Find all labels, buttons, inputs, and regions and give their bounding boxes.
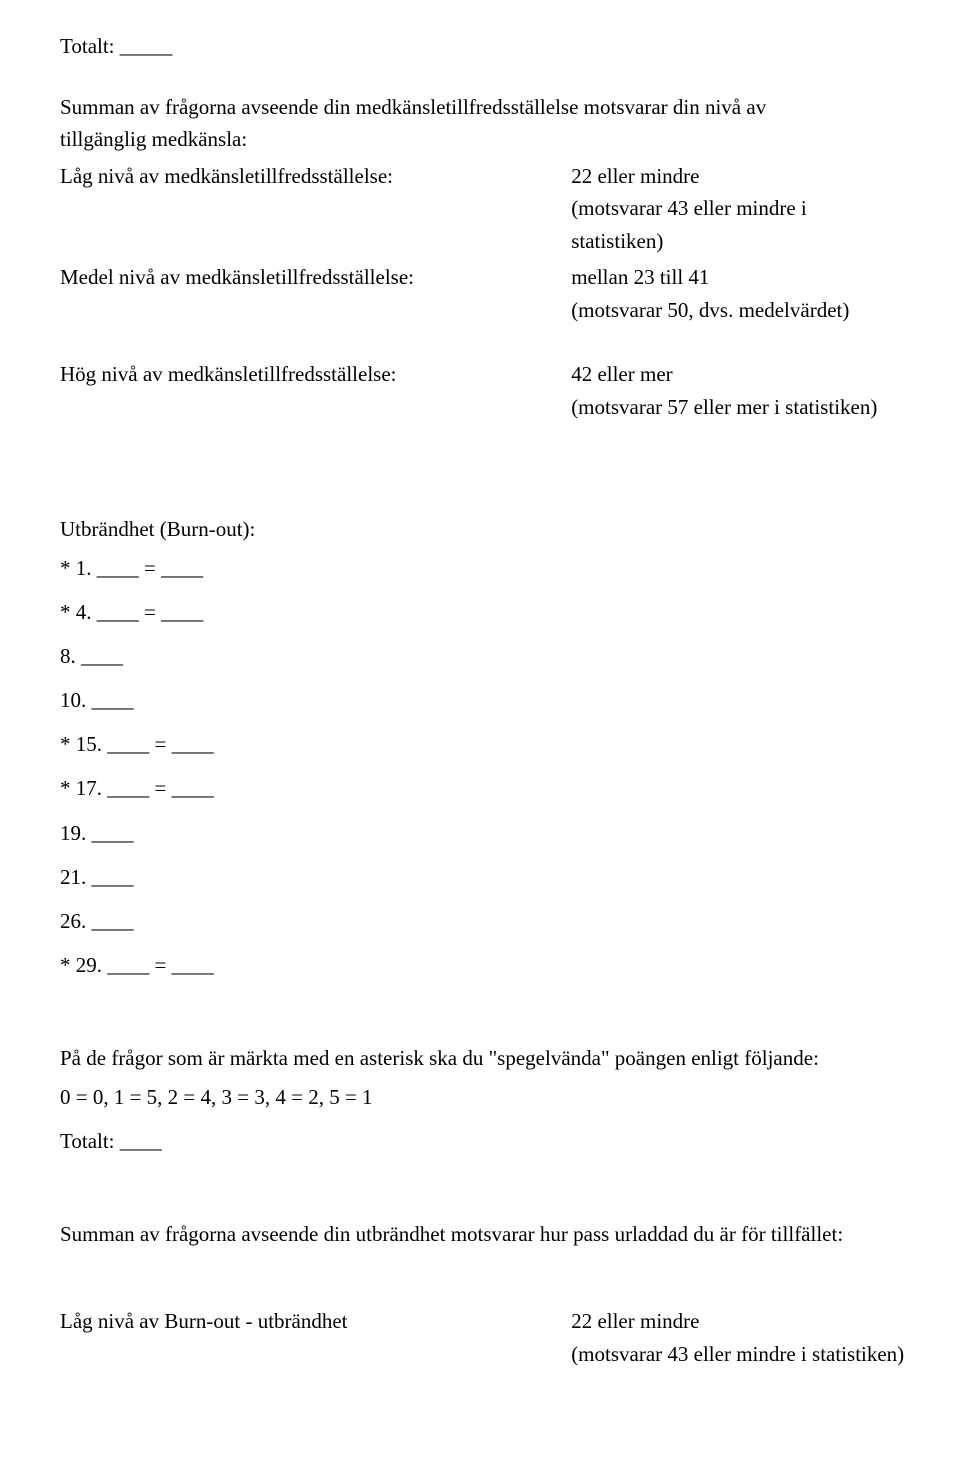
level-medium-label: Medel nivå av medkänsletillfredsställels… (60, 261, 571, 294)
level-medium-value-1: mellan 23 till 41 (571, 261, 960, 294)
level-medium-value: mellan 23 till 41 (motsvarar 50, dvs. me… (571, 261, 960, 326)
burnout-item: 8. ____ (60, 634, 960, 678)
level-low-value-1: 22 eller mindre (571, 160, 960, 193)
level-low-value-3: statistiken) (571, 225, 960, 258)
level-high-value-2: (motsvarar 57 eller mer i statistiken) (571, 391, 960, 424)
level-high-value: 42 eller mer (motsvarar 57 eller mer i s… (571, 358, 960, 423)
burnout-low-value: 22 eller mindre (motsvarar 43 eller mind… (571, 1305, 960, 1370)
burnout-low-value-2: (motsvarar 43 eller mindre i statistiken… (571, 1338, 960, 1371)
level-low-value: 22 eller mindre (motsvarar 43 eller mind… (571, 160, 960, 258)
burnout-item: 10. ____ (60, 678, 960, 722)
asterisk-line-1: På de frågor som är märkta med en asteri… (60, 1042, 960, 1075)
asterisk-line-2: 0 = 0, 1 = 5, 2 = 4, 3 = 3, 4 = 2, 5 = 1 (60, 1075, 960, 1119)
level-medium-row: Medel nivå av medkänsletillfredsställels… (60, 261, 960, 326)
level-high-row: Hög nivå av medkänsletillfredsställelse:… (60, 358, 960, 423)
level-high-value-1: 42 eller mer (571, 358, 960, 391)
asterisk-instruction: På de frågor som är märkta med en asteri… (60, 1042, 960, 1163)
asterisk-totalt: Totalt: ____ (60, 1119, 960, 1163)
intro-paragraph: Summan av frågorna avseende din medkänsl… (60, 91, 960, 156)
burnout-low-value-1: 22 eller mindre (571, 1305, 960, 1338)
level-high-label: Hög nivå av medkänsletillfredsställelse: (60, 358, 571, 391)
burnout-items: * 1. ____ = ____ * 4. ____ = ____ 8. ___… (60, 546, 960, 987)
intro-line-1: Summan av frågorna avseende din medkänsl… (60, 91, 960, 124)
totalt-line: Totalt: _____ (60, 30, 960, 63)
burnout-item: 26. ____ (60, 899, 960, 943)
intro-line-2: tillgänglig medkänsla: (60, 123, 960, 156)
burnout-item: * 29. ____ = ____ (60, 943, 960, 987)
burnout-heading: Utbrändhet (Burn-out): (60, 513, 960, 546)
level-medium-value-2: (motsvarar 50, dvs. medelvärdet) (571, 294, 960, 327)
burnout-item: * 15. ____ = ____ (60, 722, 960, 766)
burnout-section: Utbrändhet (Burn-out): * 1. ____ = ____ … (60, 513, 960, 986)
level-low-value-2: (motsvarar 43 eller mindre i (571, 192, 960, 225)
burnout-item: * 17. ____ = ____ (60, 766, 960, 810)
burnout-item: * 4. ____ = ____ (60, 590, 960, 634)
level-low-row: Låg nivå av medkänsletillfredsställelse:… (60, 160, 960, 258)
burnout-item: 21. ____ (60, 855, 960, 899)
burnout-item: 19. ____ (60, 811, 960, 855)
totalt-text: Totalt: _____ (60, 34, 172, 58)
burnout-item: * 1. ____ = ____ (60, 546, 960, 590)
burnout-low-label: Låg nivå av Burn-out - utbrändhet (60, 1305, 571, 1338)
summary-burnout: Summan av frågorna avseende din utbrändh… (60, 1218, 960, 1251)
burnout-low-row: Låg nivå av Burn-out - utbrändhet 22 ell… (60, 1305, 960, 1370)
level-low-label: Låg nivå av medkänsletillfredsställelse: (60, 160, 571, 193)
